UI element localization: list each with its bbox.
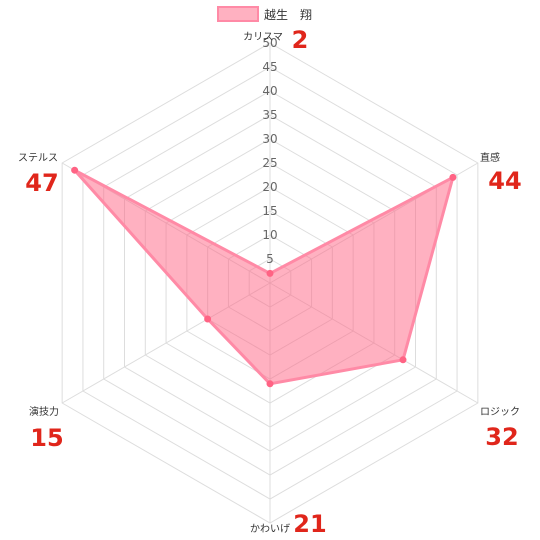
data-point — [399, 356, 407, 364]
legend-label: 越生 翔 — [264, 8, 312, 22]
tick-label: 20 — [262, 180, 277, 194]
legend-swatch — [217, 6, 259, 22]
tick-label: 25 — [262, 156, 277, 170]
tick-label: 5 — [266, 252, 274, 266]
axis-label: 演技力 — [29, 405, 59, 418]
tick-label: 45 — [262, 60, 277, 74]
data-series — [71, 166, 457, 388]
axis-label: ロジック — [480, 406, 520, 418]
data-point — [71, 166, 79, 174]
value-label: 15 — [30, 424, 63, 452]
radial-ticks: 5 10 15 20 25 30 35 40 45 50 — [262, 36, 277, 266]
data-point — [204, 315, 212, 323]
tick-label: 15 — [262, 204, 277, 218]
value-label: 44 — [488, 167, 521, 195]
axis-labels: カリスマ 2 直感 44 ロジック 32 かわいげ 21 演技力 15 ステルス 47 — [18, 26, 522, 538]
axis-label: カリスマ — [243, 31, 283, 43]
data-point — [266, 269, 274, 277]
axis-label: 直感 — [480, 151, 500, 164]
series-area — [73, 168, 455, 386]
tick-label: 40 — [262, 84, 277, 98]
tick-label: 35 — [262, 108, 277, 122]
data-point — [449, 173, 457, 181]
tick-label: 50 — [262, 36, 277, 50]
value-label: 21 — [293, 510, 326, 538]
data-point — [266, 380, 274, 388]
axis-label: かわいげ — [250, 523, 290, 535]
tick-label: 10 — [262, 228, 277, 242]
legend[interactable]: 越生 翔 — [217, 6, 312, 22]
value-label: 47 — [25, 169, 58, 197]
axis-label: ステルス — [18, 153, 58, 164]
tick-label: 30 — [262, 132, 277, 146]
value-label: 32 — [485, 423, 518, 451]
value-label: 2 — [292, 26, 309, 54]
